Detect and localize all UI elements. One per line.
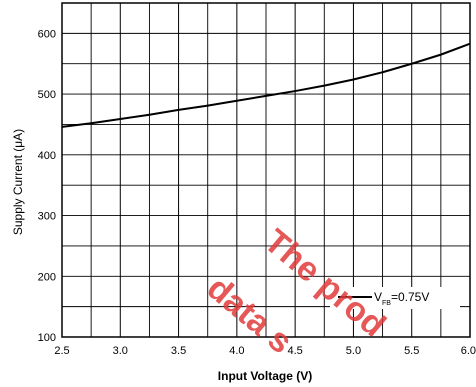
series-layer	[61, 42, 471, 128]
plot-frame	[61, 2, 471, 338]
x-tick-label-2: 3.5	[171, 345, 186, 357]
watermark-line-2: data s	[200, 269, 300, 361]
legend-box	[330, 287, 460, 309]
series-line-0	[61, 42, 471, 128]
y-tick-label-4: 500	[38, 89, 56, 101]
x-tick-label-7: 6.0	[461, 345, 476, 357]
legend: VFB=0.75V	[330, 287, 460, 309]
x-tick-label-4: 4.5	[287, 345, 302, 357]
x-tick-label-0: 2.5	[54, 345, 69, 357]
legend-label: VFB=0.75V	[374, 290, 429, 307]
y-tick-label-5: 600	[38, 28, 56, 40]
x-axis-title: Input Voltage (V)	[218, 369, 312, 383]
y-tick-label-3: 400	[38, 150, 56, 162]
y-tick-label-0: 100	[38, 332, 56, 344]
y-tick-label-1: 200	[38, 271, 56, 283]
grid-lines	[61, 2, 471, 338]
x-tick-labels: 2.5 3.0 3.5 4.0 4.5 5.0 5.5 6.0	[54, 345, 476, 357]
watermark: The prod data s	[200, 222, 393, 361]
x-tick-label-6: 5.5	[404, 345, 419, 357]
y-tick-labels: 100 200 300 400 500 600	[38, 28, 56, 344]
x-tick-label-1: 3.0	[113, 345, 128, 357]
x-tick-label-5: 5.0	[346, 345, 361, 357]
x-tick-label-3: 4.0	[229, 345, 244, 357]
y-axis-title: Supply Current (μA)	[11, 129, 25, 235]
y-tick-label-2: 300	[38, 211, 56, 223]
